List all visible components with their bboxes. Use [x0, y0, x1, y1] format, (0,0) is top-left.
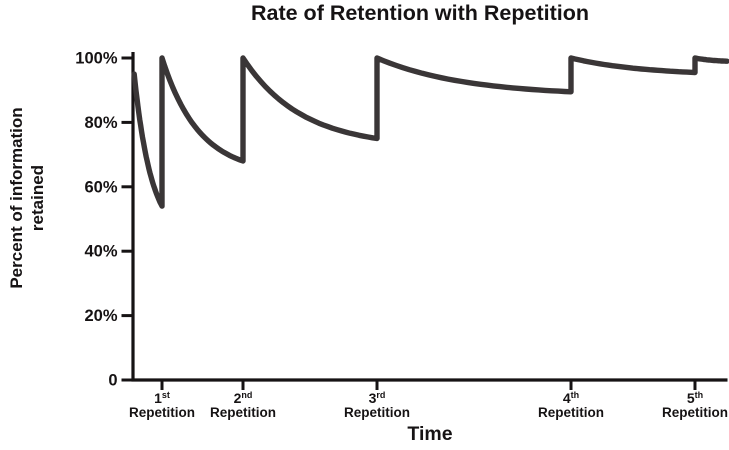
- y-tick-label: 0: [108, 372, 117, 390]
- x-axis-ticks: 1stRepetition2ndRepetition3rdRepetition4…: [129, 380, 728, 420]
- x-tick-word: Repetition: [129, 405, 195, 420]
- x-tick-ordinal: 3rd: [369, 390, 386, 406]
- y-axis-title-line2: retained: [28, 165, 47, 231]
- x-tick-word: Repetition: [538, 405, 604, 420]
- x-tick-word: Repetition: [210, 405, 276, 420]
- axis-lines: [131, 52, 728, 382]
- x-tick-word: Repetition: [344, 405, 410, 420]
- chart-title: Rate of Retention with Repetition: [251, 1, 589, 25]
- x-axis-title: Time: [407, 423, 452, 445]
- x-tick-ordinal: 4th: [563, 390, 579, 406]
- y-axis-title-line1: Percent of information: [7, 107, 26, 288]
- x-tick-word: Repetition: [662, 405, 728, 420]
- x-tick-ordinal: 1st: [154, 390, 170, 406]
- x-tick-ordinal: 5th: [687, 390, 703, 406]
- y-tick-label: 100%: [75, 50, 118, 68]
- y-tick-label: 80%: [84, 114, 117, 132]
- y-tick-label: 20%: [84, 307, 117, 325]
- retention-curve: [131, 55, 729, 209]
- y-axis-title: Percent of information retained: [7, 107, 47, 288]
- y-axis-ticks: 100% 80% 60% 40% 20% 0: [75, 50, 134, 390]
- y-tick-label: 60%: [84, 178, 117, 196]
- x-tick-ordinal: 2nd: [234, 390, 253, 406]
- y-tick-label: 40%: [84, 243, 117, 261]
